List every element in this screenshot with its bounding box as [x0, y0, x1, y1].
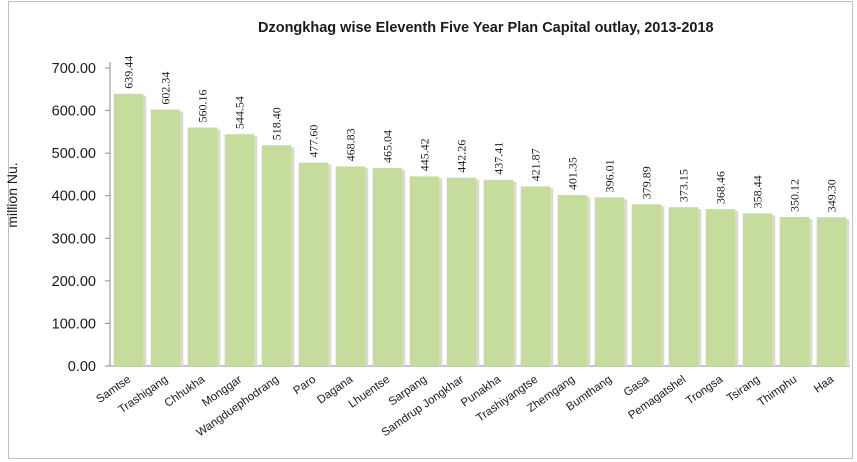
y-tick-label: 0.00: [68, 359, 96, 375]
y-tick-label: 400.00: [52, 189, 96, 205]
data-label: 358.44: [751, 175, 765, 208]
bar: [446, 177, 477, 366]
bars: [113, 93, 850, 367]
x-tick-label: Haa: [812, 373, 837, 395]
bar: [631, 204, 662, 366]
data-label: 350.12: [788, 179, 802, 212]
bar: [298, 162, 329, 366]
bar: [409, 176, 440, 366]
data-label: 477.60: [307, 125, 321, 158]
bar: [816, 217, 847, 366]
data-label: 442.26: [455, 140, 469, 173]
data-label: 639.44: [122, 56, 136, 89]
bar: [224, 134, 255, 366]
data-label: 396.01: [603, 159, 617, 192]
bar: [742, 213, 773, 366]
data-label: 401.35: [566, 157, 580, 190]
y-tick-label: 300.00: [52, 231, 96, 247]
y-tick-label: 100.00: [52, 316, 96, 332]
data-label: 602.34: [159, 72, 173, 105]
y-tick-label: 200.00: [52, 274, 96, 290]
y-tick-label: 700.00: [52, 61, 96, 77]
bar: [668, 207, 699, 366]
data-label: 560.16: [196, 90, 210, 123]
bar: [779, 216, 810, 366]
data-label: 437.41: [492, 142, 506, 175]
data-label: 544.54: [233, 96, 247, 129]
data-label: 368.46: [714, 171, 728, 204]
bar: [113, 93, 144, 367]
bar: [335, 166, 366, 366]
bar: [372, 168, 403, 366]
data-label: 373.15: [677, 169, 691, 202]
x-tick-label: Lhuentse: [347, 374, 393, 411]
data-label: 468.83: [344, 128, 358, 161]
bar: [594, 197, 625, 366]
bar: [557, 195, 588, 366]
bar: [261, 145, 292, 366]
data-label: 518.40: [270, 107, 284, 140]
x-tick-labels: SamtseTrashigangChhukhaMonggarWangduepho…: [94, 373, 836, 439]
data-label: 445.42: [418, 138, 432, 171]
data-labels: 639.44 602.34 560.16 544.54 518.40 477.60 468.…: [122, 56, 839, 213]
y-tick-labels: 0.00 100.00 200.00 300.00 400.00 500.00 600.00…: [52, 61, 96, 375]
y-tick-label: 600.00: [52, 104, 96, 120]
x-tick-label: Trongsa: [684, 373, 726, 407]
data-label: 379.89: [640, 166, 654, 199]
bar: [520, 186, 551, 366]
bar: [483, 179, 514, 366]
bar: [187, 127, 218, 366]
data-label: 421.87: [529, 148, 543, 181]
x-tick-label: Thimphu: [756, 374, 800, 409]
x-tick-label: Chhukha: [163, 373, 208, 410]
data-label: 349.30: [825, 179, 839, 212]
x-tick-label: Gasa: [622, 373, 652, 399]
y-tick-label: 500.00: [52, 146, 96, 162]
data-label: 465.04: [381, 130, 395, 163]
chart-title: Dzongkhag wise Eleventh Five Year Plan C…: [258, 20, 714, 36]
bar: [150, 109, 181, 366]
x-tick-label: Paro: [291, 374, 318, 398]
bar: [705, 209, 736, 366]
